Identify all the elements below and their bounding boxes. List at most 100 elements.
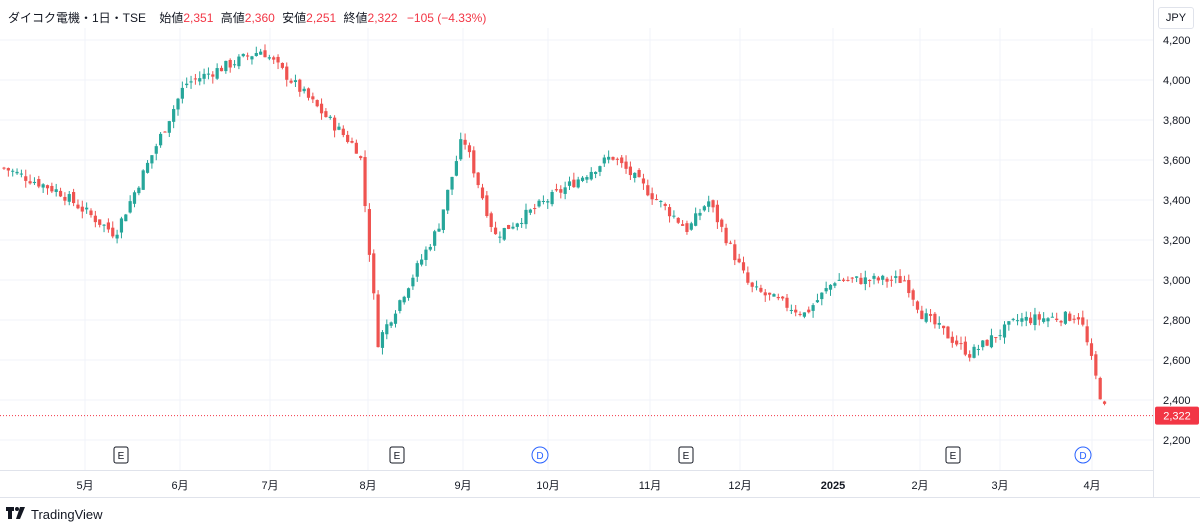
low-label: 安値 bbox=[282, 11, 307, 25]
earnings-event-icon[interactable]: E bbox=[945, 446, 961, 464]
candle bbox=[198, 71, 202, 86]
candle bbox=[985, 339, 989, 347]
candle bbox=[45, 184, 50, 195]
candle bbox=[463, 133, 467, 150]
candle bbox=[228, 58, 232, 73]
candle bbox=[959, 336, 963, 350]
candle bbox=[741, 256, 746, 274]
candle bbox=[154, 143, 158, 161]
y-tick-label: 3,400 bbox=[1163, 195, 1191, 207]
candle bbox=[694, 207, 698, 227]
candle bbox=[650, 187, 654, 205]
candle bbox=[672, 210, 676, 219]
candle bbox=[485, 191, 489, 218]
candle bbox=[1089, 338, 1094, 360]
svg-text:E: E bbox=[683, 451, 690, 462]
candle bbox=[111, 221, 115, 239]
candle bbox=[433, 229, 437, 251]
candle bbox=[63, 192, 67, 206]
candle bbox=[898, 269, 902, 284]
candle bbox=[1020, 312, 1024, 327]
candle bbox=[276, 54, 280, 70]
candle bbox=[541, 195, 545, 205]
candle bbox=[498, 231, 502, 244]
symbol-title[interactable]: ダイコク電機・1日・TSE bbox=[8, 11, 147, 25]
x-tick-label: 11月 bbox=[639, 480, 661, 492]
candle bbox=[28, 174, 32, 185]
candle bbox=[350, 137, 354, 144]
close-label: 終値 bbox=[343, 11, 368, 25]
candle bbox=[868, 279, 872, 288]
candle bbox=[172, 105, 176, 129]
time-axis[interactable]: 5月 6月 7月 8月 9月 10月 11月 12月 2025 2月 3月 4月 bbox=[0, 470, 1200, 498]
candle bbox=[637, 168, 641, 178]
candle bbox=[202, 68, 206, 85]
tradingview-brand[interactable]: TradingView bbox=[6, 505, 103, 523]
candle bbox=[537, 199, 541, 208]
candle bbox=[224, 60, 228, 74]
candle bbox=[667, 204, 672, 223]
earnings-event-icon[interactable]: E bbox=[389, 446, 405, 464]
close-value: 2,322 bbox=[367, 11, 398, 25]
candle bbox=[528, 208, 532, 216]
currency-button[interactable]: JPY bbox=[1158, 7, 1194, 29]
candle bbox=[311, 92, 315, 104]
svg-text:E: E bbox=[118, 451, 125, 462]
candle bbox=[393, 310, 398, 328]
candle bbox=[254, 46, 258, 57]
candle bbox=[406, 287, 411, 301]
x-tick-label: 9月 bbox=[454, 480, 471, 492]
candle bbox=[520, 218, 524, 228]
candle bbox=[737, 253, 741, 264]
candle bbox=[411, 274, 415, 290]
dividend-event-icon[interactable]: D bbox=[1074, 446, 1092, 464]
candlestick-series bbox=[2, 44, 1107, 406]
candle bbox=[428, 244, 432, 252]
candle bbox=[772, 293, 776, 297]
y-tick-label: 3,800 bbox=[1163, 115, 1191, 127]
candle bbox=[493, 221, 498, 235]
candle bbox=[398, 299, 402, 314]
candle bbox=[567, 176, 572, 191]
candle bbox=[420, 254, 424, 267]
candle bbox=[850, 276, 854, 283]
candle bbox=[333, 115, 337, 138]
candle bbox=[259, 48, 263, 55]
candle bbox=[759, 284, 763, 294]
candle bbox=[798, 311, 802, 317]
candle bbox=[346, 130, 350, 144]
candle bbox=[19, 169, 23, 178]
candle bbox=[54, 183, 58, 197]
candle bbox=[50, 182, 54, 194]
candle bbox=[820, 292, 824, 306]
candle bbox=[1015, 314, 1020, 326]
earnings-event-icon[interactable]: E bbox=[113, 446, 129, 464]
candle bbox=[1076, 313, 1081, 325]
dividend-event-icon[interactable]: D bbox=[531, 446, 549, 464]
svg-text:E: E bbox=[394, 451, 401, 462]
candle bbox=[285, 62, 289, 87]
candle bbox=[972, 344, 976, 359]
candle bbox=[663, 202, 667, 211]
brand-name: TradingView bbox=[31, 506, 103, 522]
candle bbox=[920, 305, 924, 320]
high-label: 高値 bbox=[220, 11, 245, 25]
candle bbox=[515, 222, 519, 231]
candle bbox=[72, 188, 76, 207]
candle bbox=[37, 175, 41, 189]
candle bbox=[576, 176, 580, 189]
price-axis[interactable]: 2,200 2,400 2,600 2,800 3,000 3,200 3,400 3,600… bbox=[1153, 0, 1191, 497]
last-price-badge: 2,322 bbox=[1155, 406, 1199, 425]
candle bbox=[376, 290, 380, 348]
candle bbox=[193, 73, 197, 85]
candle bbox=[863, 270, 867, 291]
candle bbox=[454, 155, 458, 177]
candle bbox=[359, 155, 363, 161]
candle bbox=[894, 270, 898, 284]
candle bbox=[6, 167, 10, 177]
earnings-event-icon[interactable]: E bbox=[678, 446, 694, 464]
candle bbox=[106, 218, 110, 233]
candle bbox=[976, 344, 980, 356]
candle bbox=[689, 221, 693, 231]
